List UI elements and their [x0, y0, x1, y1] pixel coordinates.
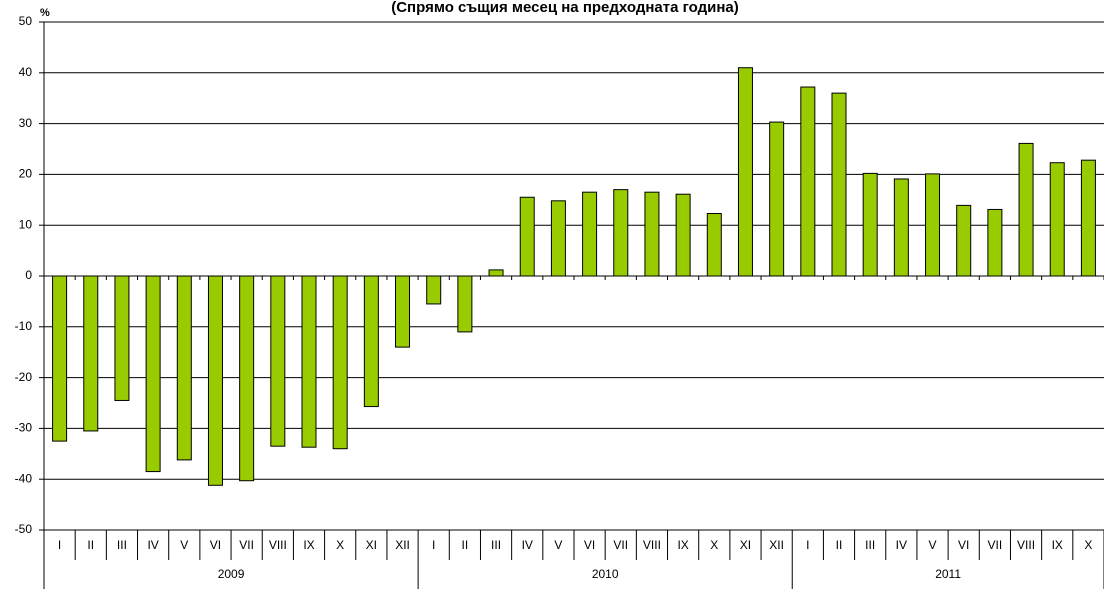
x-tick-label: II	[87, 538, 94, 552]
x-tick-label: VII	[239, 538, 254, 552]
y-tick-label: -30	[15, 421, 33, 435]
bar	[956, 204, 972, 277]
bar	[270, 275, 286, 447]
x-tick-label: III	[491, 538, 501, 552]
bar	[207, 275, 223, 486]
x-tick-label: VIII	[269, 538, 287, 552]
bar	[176, 275, 192, 461]
x-group-label: 2009	[218, 567, 245, 581]
bar	[83, 275, 99, 432]
x-tick-label: III	[117, 538, 127, 552]
bar	[1018, 142, 1034, 277]
y-tick-label: -20	[15, 370, 33, 384]
y-tick-label: 40	[19, 65, 33, 79]
x-tick-label: IV	[522, 538, 533, 552]
x-tick-label: II	[462, 538, 469, 552]
bar	[301, 275, 317, 448]
bar	[737, 67, 753, 277]
x-tick-label: XII	[395, 538, 410, 552]
x-tick-label: VII	[613, 538, 628, 552]
x-tick-label: XI	[366, 538, 377, 552]
x-tick-label: V	[554, 538, 562, 552]
bar	[1049, 162, 1065, 277]
bar	[800, 86, 816, 277]
x-tick-label: XII	[769, 538, 784, 552]
y-axis-label: %	[40, 7, 50, 19]
y-tick-label: 50	[19, 14, 33, 28]
x-tick-label: V	[180, 538, 188, 552]
x-tick-label: IX	[1052, 538, 1063, 552]
bar	[675, 193, 691, 277]
bar	[550, 200, 566, 277]
x-tick-label: VI	[584, 538, 595, 552]
y-tick-label: 10	[19, 217, 33, 231]
bar	[239, 275, 255, 482]
x-tick-label: I	[432, 538, 435, 552]
bar	[987, 208, 1003, 277]
bar	[145, 275, 161, 473]
x-tick-label: VII	[988, 538, 1003, 552]
bar	[457, 275, 473, 333]
bar	[114, 275, 130, 401]
x-tick-label: IV	[147, 538, 158, 552]
x-tick-label: I	[58, 538, 61, 552]
x-tick-label: IX	[303, 538, 314, 552]
bar	[644, 191, 660, 277]
x-tick-label: XI	[740, 538, 751, 552]
x-tick-label: VIII	[1017, 538, 1035, 552]
x-tick-label: X	[336, 538, 344, 552]
bar	[769, 121, 785, 277]
x-tick-label: VIII	[643, 538, 661, 552]
bar	[395, 275, 411, 348]
bar	[893, 178, 909, 277]
y-tick-label: 30	[19, 116, 33, 130]
x-tick-label: III	[865, 538, 875, 552]
bar	[831, 92, 847, 277]
chart-title: (Спрямо същия месец на предходната годин…	[391, 0, 739, 16]
y-tick-label: -50	[15, 522, 33, 536]
x-tick-label: VI	[210, 538, 221, 552]
x-group-label: 2010	[592, 567, 619, 581]
bar	[519, 196, 535, 277]
y-tick-label: -40	[15, 471, 33, 485]
bar	[582, 191, 598, 277]
bar	[706, 213, 722, 277]
x-tick-label: X	[1084, 538, 1092, 552]
bar	[488, 269, 504, 277]
x-tick-label: IX	[677, 538, 688, 552]
y-tick-label: 20	[19, 167, 33, 181]
bar	[363, 275, 379, 408]
x-tick-label: X	[710, 538, 718, 552]
bar	[426, 275, 442, 305]
bar	[332, 275, 348, 450]
bar	[862, 172, 878, 277]
x-tick-label: IV	[896, 538, 907, 552]
x-tick-label: VI	[958, 538, 969, 552]
bar	[613, 189, 629, 277]
x-tick-label: I	[806, 538, 809, 552]
y-tick-label: -10	[15, 319, 33, 333]
bar	[1080, 159, 1096, 277]
x-group-label: 2011	[935, 567, 961, 581]
x-tick-label: II	[836, 538, 843, 552]
y-tick-label: 0	[25, 268, 32, 282]
x-tick-label: V	[929, 538, 937, 552]
bar	[925, 173, 941, 277]
bar	[52, 275, 68, 442]
